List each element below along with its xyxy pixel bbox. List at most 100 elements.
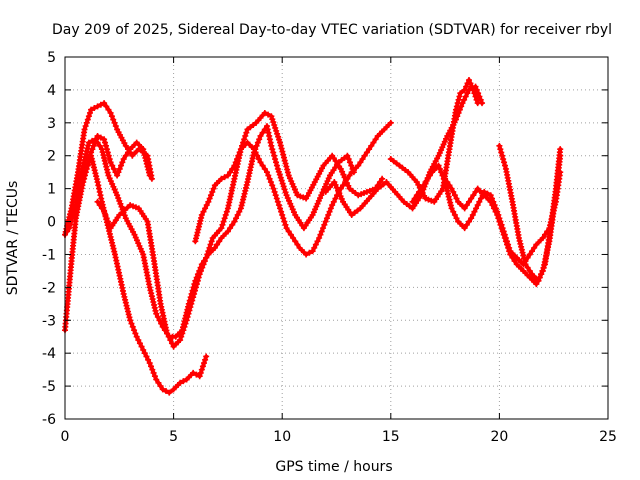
data-point xyxy=(275,168,282,175)
data-point xyxy=(149,366,156,373)
data-point xyxy=(471,90,478,97)
data-point xyxy=(259,129,266,136)
data-point xyxy=(253,142,260,149)
data-point xyxy=(211,244,218,251)
data-point xyxy=(463,202,470,209)
data-point xyxy=(494,211,501,218)
y-tick-label: -1 xyxy=(42,247,56,263)
data-point xyxy=(271,188,278,195)
data-point xyxy=(84,116,91,123)
data-point xyxy=(420,182,427,189)
data-point xyxy=(129,323,136,330)
data-point xyxy=(116,197,123,204)
data-point xyxy=(97,134,104,141)
data-point xyxy=(379,175,386,182)
data-point xyxy=(242,132,249,139)
x-tick-label: 25 xyxy=(599,429,617,445)
data-point xyxy=(535,277,542,284)
data-point xyxy=(465,77,472,84)
data-point xyxy=(255,156,262,163)
data-point xyxy=(254,139,261,146)
data-point xyxy=(340,182,347,189)
data-point xyxy=(538,271,545,278)
data-point xyxy=(177,379,184,386)
data-point xyxy=(272,124,279,131)
data-point xyxy=(192,287,199,294)
data-point xyxy=(185,310,192,317)
data-point xyxy=(135,337,142,344)
data-point xyxy=(94,103,101,110)
data-point xyxy=(180,378,187,385)
data-point xyxy=(91,139,98,146)
data-point xyxy=(78,179,85,186)
data-point xyxy=(346,159,353,166)
data-point xyxy=(199,264,206,271)
y-tick-label: -5 xyxy=(42,379,56,395)
data-point xyxy=(366,146,373,153)
data-point xyxy=(281,186,288,193)
data-point xyxy=(259,162,266,169)
series-2 xyxy=(62,123,357,340)
data-point xyxy=(368,142,375,149)
data-point xyxy=(224,228,231,235)
data-point xyxy=(153,310,160,317)
data-point xyxy=(477,195,484,202)
data-point xyxy=(271,122,278,129)
data-point xyxy=(223,208,230,215)
data-point xyxy=(162,388,169,395)
data-point xyxy=(148,175,155,182)
data-point xyxy=(146,360,153,367)
data-point xyxy=(444,179,451,186)
data-point xyxy=(203,353,210,360)
data-point xyxy=(165,333,172,340)
data-point xyxy=(468,195,475,202)
data-point xyxy=(321,221,328,228)
data-point xyxy=(426,172,433,179)
data-point xyxy=(133,333,140,340)
data-point xyxy=(453,195,460,202)
data-point xyxy=(269,182,276,189)
data-point xyxy=(455,96,462,103)
data-point xyxy=(452,106,459,113)
data-point xyxy=(283,225,290,232)
data-point xyxy=(325,211,332,218)
data-point xyxy=(141,350,148,357)
data-point xyxy=(416,188,423,195)
data-point xyxy=(290,235,297,241)
data-point xyxy=(524,264,531,271)
data-point xyxy=(103,146,110,153)
data-point xyxy=(229,165,236,172)
data-point xyxy=(195,274,202,281)
y-tick-label: 3 xyxy=(47,116,56,132)
data-point xyxy=(188,300,195,307)
data-point xyxy=(94,198,101,205)
data-point xyxy=(499,152,506,159)
data-point xyxy=(309,248,316,255)
data-point xyxy=(329,202,336,209)
data-point xyxy=(498,225,505,232)
data-point xyxy=(193,371,200,378)
data-point xyxy=(348,162,355,169)
data-point xyxy=(357,159,364,166)
data-point xyxy=(526,267,533,274)
data-point xyxy=(191,290,198,297)
data-point xyxy=(282,221,289,228)
data-point xyxy=(272,159,279,166)
data-point xyxy=(314,238,321,245)
data-point xyxy=(86,109,93,116)
data-point xyxy=(143,353,150,360)
data-point xyxy=(122,152,129,159)
x-axis-label: GPS time / hours xyxy=(275,459,392,475)
data-point xyxy=(196,373,203,380)
data-point xyxy=(359,156,366,163)
data-point xyxy=(101,100,108,107)
data-point xyxy=(261,165,268,172)
data-point xyxy=(355,162,362,169)
data-point xyxy=(500,156,507,163)
data-point xyxy=(114,172,121,179)
data-point xyxy=(450,208,457,215)
data-point xyxy=(462,93,469,100)
data-point xyxy=(186,307,193,314)
data-point xyxy=(470,192,477,199)
chart-title: Day 209 of 2025, Sidereal Day-to-day VTE… xyxy=(52,22,612,38)
